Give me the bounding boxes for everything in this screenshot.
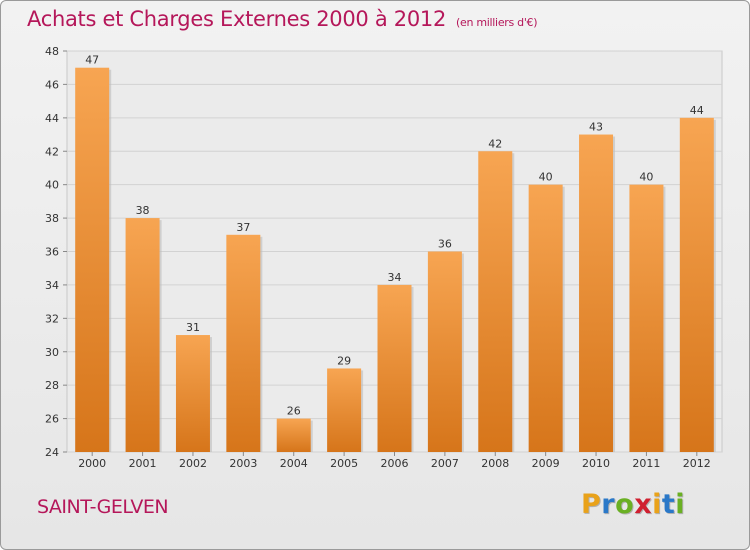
logo-letter: t bbox=[661, 489, 676, 520]
x-tick-label: 2007 bbox=[431, 457, 459, 470]
bar-2006 bbox=[377, 284, 412, 452]
x-tick-label: 2010 bbox=[582, 457, 610, 470]
x-tick-labels: 2000 2001 2002 2003 2004 2005 2006 2007 2008 2009… bbox=[78, 452, 711, 470]
bar-2011 bbox=[629, 184, 664, 452]
y-tick-label: 40 bbox=[45, 179, 59, 192]
x-tick-label: 2008 bbox=[481, 457, 509, 470]
bar-2008 bbox=[478, 151, 513, 452]
logo-letter: P bbox=[581, 489, 602, 520]
value-label: 31 bbox=[186, 321, 200, 334]
x-tick-label: 2000 bbox=[78, 457, 106, 470]
x-tick-label: 2004 bbox=[280, 457, 308, 470]
bar-2002 bbox=[175, 335, 210, 452]
y-tick-label: 36 bbox=[45, 246, 59, 259]
bar-2005 bbox=[327, 368, 362, 452]
y-tick-label: 26 bbox=[45, 413, 59, 426]
logo-letter: o bbox=[615, 489, 635, 520]
y-tick-label: 28 bbox=[45, 379, 59, 392]
value-label: 26 bbox=[287, 405, 301, 418]
value-label: 44 bbox=[690, 104, 704, 117]
bar-2003 bbox=[226, 234, 261, 452]
value-label: 42 bbox=[488, 137, 502, 150]
value-label: 40 bbox=[639, 171, 653, 184]
value-label: 37 bbox=[236, 221, 250, 234]
chart-subtitle: (en milliers d'€) bbox=[456, 16, 538, 29]
city-name: SAINT-GELVEN bbox=[37, 496, 169, 518]
y-tick-label: 46 bbox=[45, 78, 59, 91]
bar-2009 bbox=[528, 184, 563, 452]
y-tick-label: 42 bbox=[45, 145, 59, 158]
logo-letter: r bbox=[601, 489, 616, 520]
y-tick-label: 34 bbox=[45, 279, 59, 292]
x-tick-label: 2001 bbox=[129, 457, 157, 470]
logo-letter: i bbox=[675, 489, 686, 520]
x-tick-label: 2012 bbox=[683, 457, 711, 470]
logo-letter: i bbox=[652, 489, 662, 520]
chart-title-text: Achats et Charges Externes 2000 à 2012 bbox=[27, 7, 447, 31]
bar-2010 bbox=[579, 134, 614, 452]
x-tick-label: 2006 bbox=[381, 457, 409, 470]
bar-2007 bbox=[427, 251, 462, 452]
x-tick-label: 2003 bbox=[229, 457, 257, 470]
value-label: 38 bbox=[136, 204, 150, 217]
y-tick-label: 30 bbox=[45, 346, 59, 359]
bar-2012 bbox=[679, 117, 714, 452]
bar-2000 bbox=[75, 67, 110, 452]
x-tick-label: 2002 bbox=[179, 457, 207, 470]
y-tick-labels: 24 26 28 30 32 34 36 38 40 42 44 46 48 bbox=[45, 45, 59, 459]
x-tick-label: 2011 bbox=[632, 457, 660, 470]
logo-letter: x bbox=[634, 489, 653, 520]
x-tick-label: 2009 bbox=[532, 457, 560, 470]
y-tick-label: 48 bbox=[45, 45, 59, 58]
y-tick-label: 24 bbox=[45, 446, 59, 459]
y-tick-label: 38 bbox=[45, 212, 59, 225]
proxiti-logo[interactable]: Proxiti bbox=[581, 489, 685, 520]
value-labels: 47 38 31 37 26 29 34 36 42 40 43 40 44 bbox=[85, 54, 704, 418]
value-label: 43 bbox=[589, 121, 603, 134]
bar-2001 bbox=[125, 218, 160, 452]
y-tick-label: 32 bbox=[45, 312, 59, 325]
y-tick-label: 44 bbox=[45, 112, 59, 125]
value-label: 29 bbox=[337, 354, 351, 367]
x-tick-label: 2005 bbox=[330, 457, 358, 470]
value-label: 36 bbox=[438, 238, 452, 251]
value-label: 40 bbox=[539, 171, 553, 184]
bar-2004 bbox=[276, 418, 311, 452]
bars bbox=[75, 67, 716, 452]
value-label: 34 bbox=[388, 271, 402, 284]
chart-title: Achats et Charges Externes 2000 à 2012 (e… bbox=[27, 7, 538, 31]
value-label: 47 bbox=[85, 54, 99, 67]
